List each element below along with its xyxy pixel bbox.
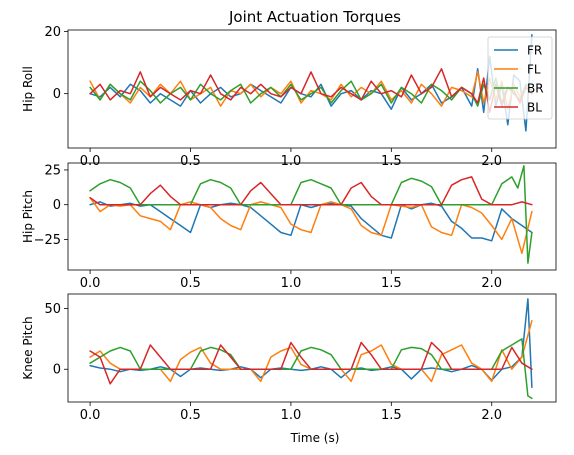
knee-pitch-x-tick-label: 1.0 — [281, 408, 302, 423]
hip-pitch-series-bl — [89, 176, 533, 206]
hip-roll-legend-box — [487, 36, 553, 120]
hip-roll-series-fr — [89, 33, 533, 132]
knee-pitch-y-tick-label: 0 — [53, 363, 61, 378]
hip-roll-x-tick-label: 0.5 — [180, 154, 201, 169]
hip-pitch-x-tick-label: 1.5 — [381, 276, 402, 291]
knee-pitch-y-axis-label: Knee Pitch — [21, 316, 35, 379]
hip-roll-series-group — [89, 33, 533, 132]
hip-pitch-series-br — [89, 165, 533, 264]
knee-pitch-series-group — [89, 298, 533, 400]
hip-roll-x-tick-label: 2.0 — [481, 154, 502, 169]
knee-pitch-axes-frame — [67, 293, 557, 403]
hip-pitch-y-tick-label: −25 — [34, 233, 61, 248]
knee-pitch-x-tick-label: 0.0 — [80, 408, 101, 423]
knee-pitch-x-tick-label: 1.5 — [381, 408, 402, 423]
knee-pitch-series-fr — [89, 298, 533, 389]
hip-roll-series-bl — [89, 68, 533, 114]
hip-pitch-series-fl — [89, 196, 533, 255]
hip-pitch-x-tick-label: 2.0 — [481, 276, 502, 291]
hip-roll-y-tick-label: 20 — [44, 25, 61, 40]
hip-pitch-x-tick-label: 0.5 — [180, 276, 201, 291]
knee-pitch-x-tick-label: 2.0 — [481, 408, 502, 423]
hip-roll-legend-label-bl: BL — [527, 101, 542, 115]
hip-pitch-y-axis-label: Hip Pitch — [21, 190, 35, 243]
knee-pitch-series-bl — [89, 341, 533, 385]
hip-pitch-series-group — [89, 165, 533, 264]
hip-pitch-x-tick-label: 1.0 — [281, 276, 302, 291]
hip-pitch-subplot: 0.0 0.5 1.0 1.5 2.0 −25 0 25 Hip Pitch — [21, 162, 557, 291]
x-axis-label: Time (s) — [290, 431, 340, 445]
hip-roll-legend: FR FL BR BL — [487, 36, 553, 120]
hip-pitch-series-fr — [89, 201, 533, 242]
hip-roll-x-tick-label: 1.0 — [281, 154, 302, 169]
knee-pitch-subplot: 0.0 0.5 1.0 1.5 2.0 0 50 Knee Pitch — [21, 293, 557, 423]
hip-roll-legend-label-br: BR — [527, 82, 544, 96]
hip-roll-legend-label-fl: FL — [527, 63, 541, 77]
hip-roll-legend-label-fr: FR — [527, 44, 542, 58]
hip-pitch-axes-frame — [67, 162, 557, 271]
knee-pitch-y-tick-label: 50 — [44, 302, 61, 317]
hip-roll-x-tick-label: 0.0 — [80, 154, 101, 169]
hip-roll-x-tick-label: 1.5 — [381, 154, 402, 169]
knee-pitch-x-tick-label: 0.5 — [180, 408, 201, 423]
hip-pitch-x-tick-label: 0.0 — [80, 276, 101, 291]
hip-pitch-y-tick-label: 25 — [44, 163, 61, 178]
hip-pitch-y-tick-label: 0 — [53, 198, 61, 213]
hip-roll-y-axis-label: Hip Roll — [21, 66, 35, 112]
hip-roll-y-tick-label: 0 — [53, 87, 61, 102]
hip-roll-subplot: 0.0 0.5 1.0 1.5 2.0 0 20 Hip Roll FR FL BR BL — [21, 25, 557, 169]
subplot-stack: 0.0 0.5 1.0 1.5 2.0 0 20 Hip Roll FR FL BR BL 0.0 0.5… — [21, 25, 557, 423]
figure-title: Joint Actuation Torques — [228, 8, 401, 26]
hip-roll-axes-frame — [67, 29, 557, 149]
